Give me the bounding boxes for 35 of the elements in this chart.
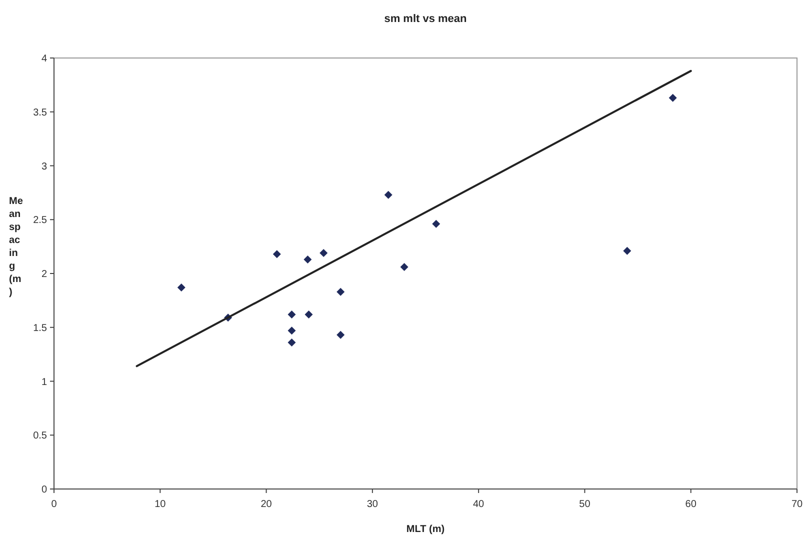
y-tick-label: 2 [41,269,48,280]
point [288,310,296,318]
y-tick-label: 0.5 [33,430,48,442]
x-axis-title: MLT (m) [406,524,445,535]
point [384,190,392,199]
point [320,249,328,258]
point [336,330,345,339]
y-tick-label: 1 [41,376,48,388]
x-tick-label: 0 [51,499,58,510]
point [336,288,345,296]
y-axis-title: Mean spacing (m) [9,196,24,298]
point [288,338,296,346]
y-tick-label: 1.5 [33,322,48,334]
y-tick-label: 0 [41,484,48,496]
point [304,310,313,318]
x-tick-label: 30 [366,499,378,510]
point [288,326,296,335]
y-tick-label: 2.5 [33,215,48,226]
point [177,284,186,292]
point [432,220,440,228]
y-tick-label: 4 [41,54,48,64]
x-tick-label: 70 [791,499,803,510]
x-tick-label: 10 [154,499,166,510]
point [272,250,281,258]
point [668,94,677,102]
y-tick-label: 3 [41,161,48,172]
x-tick-label: 50 [579,499,591,510]
point [304,255,312,264]
x-tick-label: 40 [473,499,485,510]
point [400,263,408,272]
point [623,246,632,255]
x-tick-label: 20 [260,499,272,510]
y-tick-label: 3.5 [33,107,48,118]
chart-title: sm mlt vs mean [384,13,468,25]
x-tick-label: 60 [685,499,697,510]
